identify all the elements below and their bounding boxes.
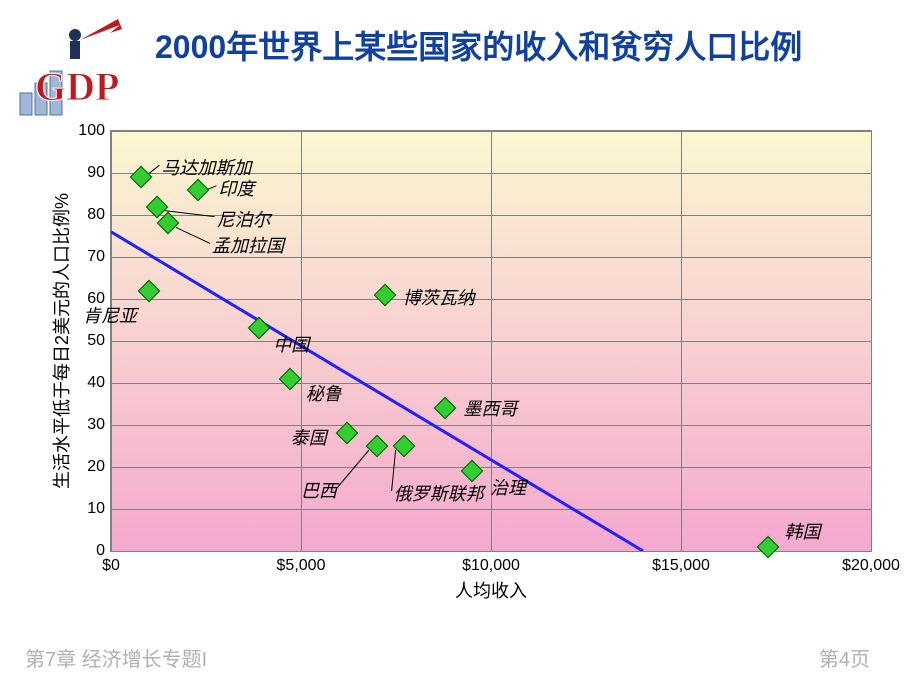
point-label: 印度	[218, 175, 254, 201]
x-axis-title: 人均收入	[455, 577, 527, 603]
leader-line	[149, 165, 159, 173]
data-point	[392, 435, 415, 458]
trend-line	[111, 232, 643, 551]
data-point	[757, 535, 780, 558]
gridline-vertical	[681, 131, 682, 551]
point-label: 治理	[490, 474, 526, 500]
point-label: 肯尼亚	[83, 302, 137, 328]
xtick-label: $5,000	[277, 557, 326, 575]
gridline-vertical	[111, 131, 112, 551]
data-point	[366, 435, 389, 458]
point-label: 韩国	[784, 518, 820, 544]
slide-title: 2000年世界上某些国家的收入和贫穷人口比例	[155, 22, 910, 68]
xtick-label: $20,000	[842, 557, 900, 575]
ytick-label: 40	[87, 374, 105, 392]
point-label: 巴西	[301, 477, 337, 503]
ytick-label: 70	[87, 248, 105, 266]
point-label: 孟加拉国	[212, 232, 284, 258]
slide: GDP 2000年世界上某些国家的收入和贫穷人口比例 0102030405060…	[0, 0, 920, 690]
ytick-label: 10	[87, 500, 105, 518]
xtick-label: $0	[102, 557, 120, 575]
point-label: 秘鲁	[306, 380, 342, 406]
y-axis-title: 生活水平低于每日2美元的人口比例%	[48, 193, 74, 489]
ytick-label: 30	[87, 416, 105, 434]
data-point	[130, 166, 153, 189]
gdp-logo: GDP	[10, 15, 130, 125]
gridline-vertical	[871, 131, 872, 551]
point-label: 尼泊尔	[217, 206, 271, 232]
footer-page: 第4页	[819, 643, 870, 672]
plot-area: 0102030405060708090100$0$5,000$10,000$15…	[110, 130, 872, 552]
point-label: 泰国	[291, 424, 327, 450]
data-point	[434, 397, 457, 420]
scatter-chart: 0102030405060708090100$0$5,000$10,000$15…	[70, 130, 890, 600]
data-point	[373, 283, 396, 306]
ytick-label: 50	[87, 332, 105, 350]
leader-line	[337, 450, 369, 488]
ytick-label: 90	[87, 164, 105, 182]
point-label: 俄罗斯联邦	[394, 480, 484, 506]
footer-chapter: 第7章 经济增长专题I	[25, 643, 207, 672]
point-label: 墨西哥	[463, 395, 517, 421]
gridline-horizontal	[111, 551, 871, 552]
point-label: 中国	[273, 331, 309, 357]
ytick-label: 100	[78, 122, 105, 140]
point-label: 博茨瓦纳	[403, 284, 475, 310]
ytick-label: 20	[87, 458, 105, 476]
data-point	[278, 367, 301, 390]
data-point	[248, 317, 271, 340]
ytick-label: 80	[87, 206, 105, 224]
xtick-label: $15,000	[652, 557, 710, 575]
svg-text:GDP: GDP	[35, 64, 119, 109]
data-point	[187, 178, 210, 201]
leader-line	[176, 227, 210, 243]
xtick-label: $10,000	[462, 557, 520, 575]
